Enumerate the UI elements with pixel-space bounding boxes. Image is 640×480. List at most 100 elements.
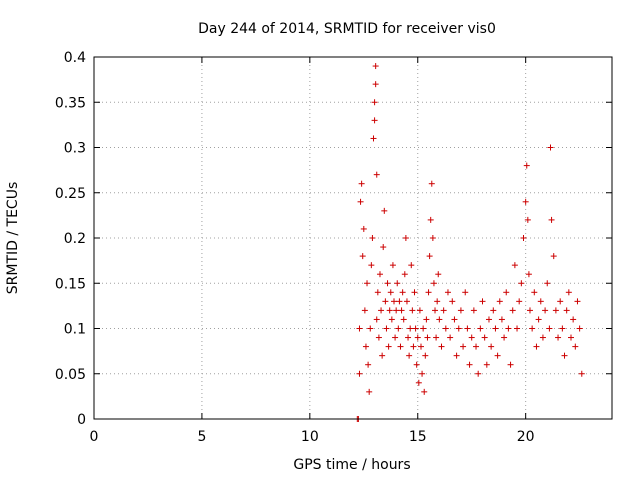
data-point (415, 379, 422, 386)
data-point (485, 316, 492, 323)
data-point (375, 334, 382, 341)
data-point (561, 352, 568, 359)
data-point (376, 271, 383, 278)
data-point (395, 325, 402, 332)
data-point (455, 325, 462, 332)
data-point (373, 171, 380, 178)
data-point (410, 343, 417, 350)
data-point (360, 225, 367, 232)
data-point (434, 298, 441, 305)
data-point (522, 198, 529, 205)
data-point (492, 325, 499, 332)
data-point (447, 334, 454, 341)
data-point (576, 325, 583, 332)
data-point (398, 307, 405, 314)
data-point (507, 361, 514, 368)
data-point (365, 361, 372, 368)
data-point (381, 207, 388, 214)
data-point (470, 307, 477, 314)
data-point (542, 307, 549, 314)
data-point (531, 289, 538, 296)
chart-title: Day 244 of 2014, SRMTID for receiver vis… (198, 21, 496, 37)
data-point (436, 316, 443, 323)
data-point (399, 289, 406, 296)
data-point (511, 262, 518, 269)
data-point (372, 63, 379, 70)
data-point (451, 316, 458, 323)
data-point (385, 343, 392, 350)
data-point (389, 262, 396, 269)
data-point (386, 307, 393, 314)
data-point (570, 316, 577, 323)
x-tick-label: 15 (409, 429, 427, 445)
data-point (401, 271, 408, 278)
data-point (567, 334, 574, 341)
data-point (464, 325, 471, 332)
data-point (429, 235, 436, 241)
data-point (383, 325, 390, 332)
data-point (468, 334, 475, 341)
data-point (396, 298, 403, 305)
data-point (366, 388, 373, 395)
y-tick-label: 0.4 (64, 50, 86, 66)
y-tick-label: 0.1 (64, 322, 86, 338)
data-point (370, 135, 377, 142)
data-point (547, 144, 554, 151)
data-point (367, 325, 374, 332)
data-point (440, 307, 447, 314)
x-axis-label: GPS time / hours (293, 457, 410, 473)
data-point (565, 289, 572, 296)
data-point (409, 307, 416, 314)
x-tick-labels: 0 5 10 15 20 (90, 429, 535, 445)
data-point (392, 334, 399, 341)
data-point (529, 325, 536, 332)
axis-ticks (93, 56, 612, 420)
data-point (402, 235, 409, 241)
data-point (426, 253, 433, 260)
data-point (533, 343, 540, 350)
data-point (548, 216, 555, 223)
data-point (498, 316, 505, 323)
data-point (422, 352, 429, 359)
data-point (432, 307, 439, 314)
data-point (477, 325, 484, 332)
data-point (475, 370, 482, 377)
data-point (406, 352, 413, 359)
y-tick-label: 0 (77, 412, 86, 428)
data-point (523, 162, 530, 169)
data-point (466, 361, 473, 368)
data-point (555, 334, 562, 341)
data-point (539, 334, 546, 341)
data-point (356, 325, 363, 332)
data-point (411, 289, 418, 296)
data-points (354, 63, 585, 422)
data-point (537, 298, 544, 305)
data-point (420, 325, 427, 332)
data-point (400, 316, 407, 323)
data-point (435, 271, 442, 278)
x-tick-label: 0 (90, 429, 99, 445)
data-point (430, 280, 437, 287)
data-point (357, 198, 364, 205)
x-tick-label: 5 (197, 429, 206, 445)
y-tick-label: 0.05 (55, 367, 86, 383)
data-point (496, 298, 503, 305)
data-point (501, 334, 508, 341)
data-point (362, 343, 369, 350)
y-tick-label: 0.25 (55, 186, 86, 202)
data-point (379, 352, 386, 359)
data-point (462, 289, 469, 296)
y-axis-label: SRMTID / TECUs (5, 182, 21, 295)
data-point (572, 343, 579, 350)
data-point (364, 280, 371, 287)
data-point (433, 334, 440, 341)
data-point (449, 298, 456, 305)
data-point (525, 271, 532, 278)
y-tick-label: 0.15 (55, 276, 86, 292)
data-point (419, 370, 426, 377)
data-point (578, 370, 585, 377)
data-point (417, 343, 424, 350)
data-point (505, 325, 512, 332)
data-point (514, 325, 521, 332)
